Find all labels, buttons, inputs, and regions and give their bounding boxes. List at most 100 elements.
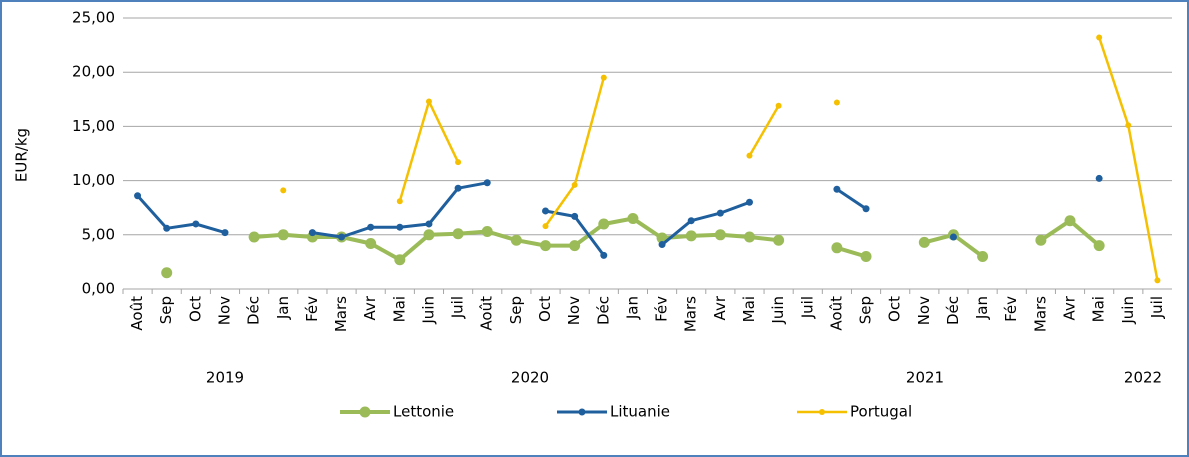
marker: [452, 228, 464, 240]
marker: [365, 237, 377, 249]
x-tick-label: Avr: [361, 295, 379, 320]
x-tick-label: Avr: [1061, 295, 1079, 320]
y-tick-label: 10,00: [72, 171, 115, 189]
marker: [743, 231, 755, 243]
legend-label: Portugal: [850, 403, 912, 421]
marker: [600, 74, 607, 81]
marker: [396, 198, 403, 205]
y-tick-label: 25,00: [72, 9, 115, 27]
marker: [860, 250, 872, 262]
x-tick-label: Mars: [1031, 296, 1049, 332]
marker: [773, 234, 785, 246]
marker: [1035, 234, 1047, 246]
marker: [716, 209, 724, 217]
legend-label: Lettonie: [393, 403, 454, 421]
marker: [1154, 277, 1161, 284]
marker: [396, 223, 404, 231]
marker: [277, 229, 289, 241]
x-tick-label: Fév: [1002, 296, 1020, 322]
marker: [658, 241, 666, 249]
x-tick-label: Oct: [886, 296, 904, 322]
marker: [831, 242, 843, 254]
year-label: 2022: [1124, 369, 1162, 387]
marker: [746, 152, 753, 159]
marker: [338, 233, 346, 241]
marker: [949, 233, 957, 241]
x-tick-label: Déc: [944, 296, 962, 325]
x-tick-label: Déc: [245, 296, 263, 325]
legend-marker: [578, 408, 586, 416]
year-label: 2019: [206, 369, 244, 387]
x-tick-label: Mai: [740, 296, 758, 322]
marker: [483, 179, 491, 187]
y-axis-title: EUR/kg: [13, 128, 31, 182]
marker: [248, 231, 260, 243]
marker: [481, 226, 493, 238]
x-tick-label: Déc: [594, 296, 612, 325]
x-tick-label: Mai: [390, 296, 408, 322]
x-tick-label: Jan: [274, 296, 292, 320]
x-tick-label: Août: [827, 296, 845, 331]
x-tick-label: Juil: [449, 296, 467, 319]
x-tick-label: Nov: [915, 296, 933, 325]
marker: [308, 229, 316, 237]
x-tick-label: Juin: [419, 296, 437, 325]
legend-label: Lituanie: [610, 403, 670, 421]
marker: [627, 213, 639, 225]
marker: [569, 240, 581, 252]
marker: [423, 229, 435, 241]
x-tick-label: Juil: [1148, 296, 1166, 319]
marker: [833, 99, 840, 106]
marker: [542, 207, 550, 215]
x-tick-label: Avr: [711, 295, 729, 320]
marker: [918, 236, 930, 248]
year-label: 2021: [906, 369, 944, 387]
x-tick-label: Oct: [186, 296, 204, 322]
x-tick-label: Sep: [507, 296, 525, 324]
marker: [280, 187, 287, 194]
x-tick-label: Nov: [565, 296, 583, 325]
marker: [977, 250, 989, 262]
marker: [1093, 240, 1105, 252]
marker: [1095, 174, 1103, 182]
y-tick-label: 15,00: [72, 117, 115, 135]
marker: [367, 223, 375, 231]
marker: [656, 232, 668, 244]
marker: [192, 220, 200, 228]
marker: [571, 212, 579, 220]
marker: [1125, 122, 1132, 129]
x-tick-label: Juin: [1119, 296, 1137, 325]
marker: [540, 240, 552, 252]
x-tick-label: Oct: [536, 296, 554, 322]
marker: [687, 217, 695, 225]
series-line: [253, 216, 1101, 262]
marker: [598, 218, 610, 230]
x-tick-label: Fév: [653, 296, 671, 322]
x-tick-label: Jan: [623, 296, 641, 320]
legend-marker: [359, 406, 371, 418]
x-tick-label: Jan: [973, 296, 991, 320]
legend-marker: [819, 409, 825, 415]
marker: [455, 159, 462, 166]
marker: [1064, 215, 1076, 227]
x-tick-label: Août: [478, 296, 496, 331]
marker: [775, 102, 782, 109]
marker: [1096, 34, 1103, 41]
y-tick-label: 0,00: [82, 280, 115, 298]
marker: [221, 229, 229, 237]
marker: [833, 185, 841, 193]
marker: [394, 254, 406, 266]
marker: [745, 198, 753, 206]
x-tick-label: Nov: [215, 296, 233, 325]
x-tick-label: Août: [128, 296, 146, 331]
marker: [454, 184, 462, 192]
marker: [425, 98, 432, 105]
x-tick-label: Juin: [769, 296, 787, 325]
x-tick-label: Sep: [157, 296, 175, 324]
x-tick-label: Sep: [857, 296, 875, 324]
year-label: 2020: [511, 369, 549, 387]
x-tick-label: Mars: [332, 296, 350, 332]
marker: [542, 223, 549, 230]
marker: [425, 220, 433, 228]
